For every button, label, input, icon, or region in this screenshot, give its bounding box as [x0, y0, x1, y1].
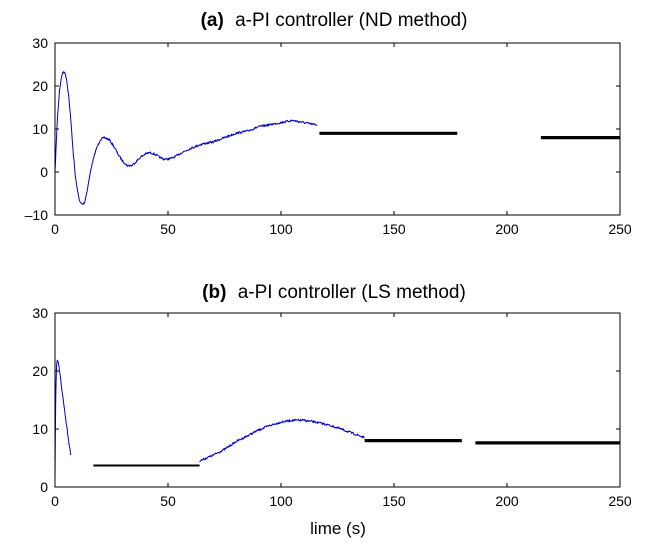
x-tick-label: 250	[608, 221, 632, 237]
x-tick-label: 0	[51, 221, 59, 237]
series-line-1-0	[54, 359, 72, 482]
x-tick-label: 0	[51, 493, 59, 509]
y-tick-label: 10	[32, 121, 48, 137]
chart-title-b: (b) a-PI controller (LS method)	[202, 282, 466, 303]
x-tick-label: 150	[382, 493, 406, 509]
y-tick-label: –10	[25, 207, 49, 223]
y-tick-label: 30	[32, 35, 48, 51]
x-tick-label: 150	[382, 221, 406, 237]
y-tick-label: 0	[40, 479, 48, 495]
y-tick-label: 20	[32, 363, 48, 379]
y-tick-label: 10	[32, 421, 48, 437]
x-tick-label: 100	[269, 493, 293, 509]
chart-panel-a: (a) a-PI controller (ND method) 0 50 100 15…	[25, 10, 632, 237]
plot-frame-b	[54, 312, 621, 488]
y-tick-label: 20	[32, 78, 48, 94]
x-axis-label-b: lime (s)	[310, 519, 366, 538]
series-line-0-0	[54, 71, 318, 205]
x-tick-label: 50	[160, 493, 176, 509]
x-tick-label: 50	[160, 221, 176, 237]
chart-panel-b: (b) a-PI controller (LS method) 0 50 100 15…	[32, 282, 631, 538]
chart-title-a: (a) a-PI controller (ND method)	[201, 10, 468, 31]
x-tick-label: 200	[495, 221, 519, 237]
y-tick-label: 30	[32, 305, 48, 321]
y-tick-label: 0	[40, 164, 48, 180]
x-tick-label: 200	[495, 493, 519, 509]
x-tick-label: 250	[608, 493, 632, 509]
series-line-1-2	[199, 418, 365, 463]
x-tick-label: 100	[269, 221, 293, 237]
